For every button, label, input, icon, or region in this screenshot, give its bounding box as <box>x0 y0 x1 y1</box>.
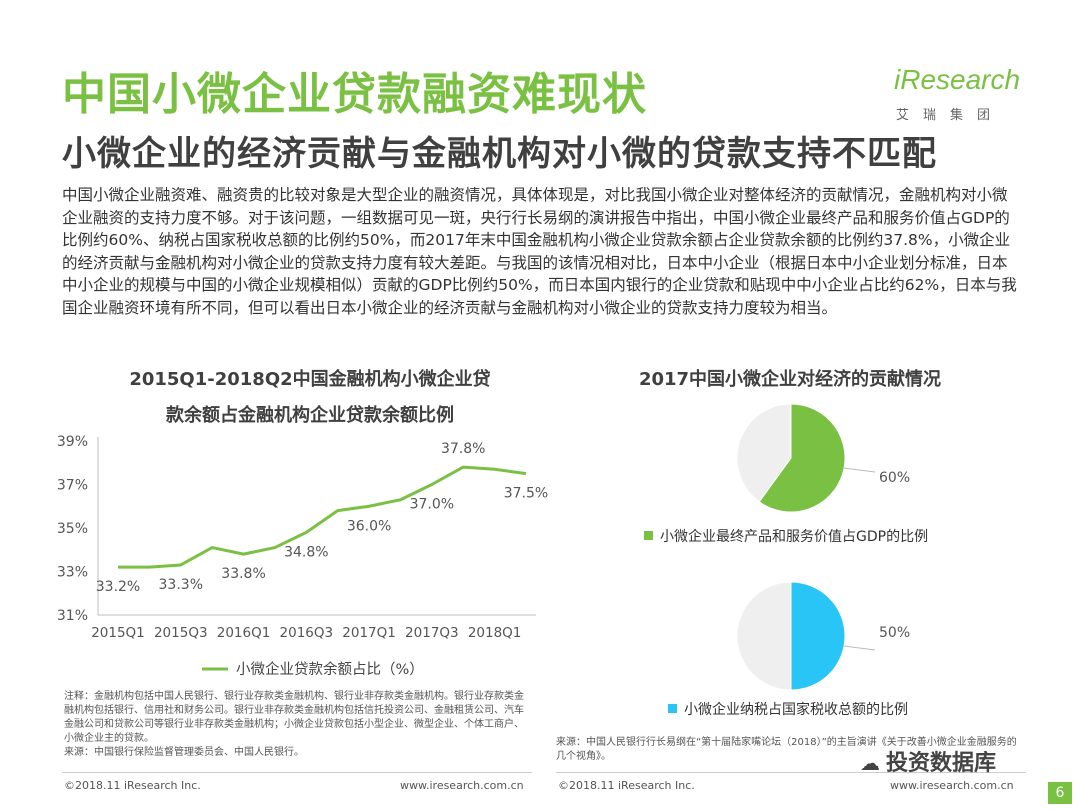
legend-swatch-green <box>644 531 653 540</box>
pie-gdp-legend-label: 小微企业最终产品和服务价值占GDP的比例 <box>660 529 929 545</box>
body-paragraph: 中国小微企业融资难、融资贵的比较对象是大型企业的融资情况，具体体现是，对比我国小… <box>62 186 1017 317</box>
pie-leader-line <box>843 645 876 651</box>
x-tick-label: 2015Q1 <box>91 625 145 641</box>
line-chart-title-line1: 2015Q1-2018Q2中国金融机构小微企业贷 <box>129 369 491 390</box>
line-chart: 39% 37% 35% 33% 31%2015Q1 2015Q3 2016Q1 2016Q3 2… <box>57 434 548 678</box>
legend-label: 小微企业贷款余额占比（%） <box>236 660 424 678</box>
data-label: 37.5% <box>504 486 548 502</box>
y-tick-label: 39% <box>57 434 88 450</box>
pie-tax-legend-label: 小微企业纳税占国家税收总额的比例 <box>684 702 908 718</box>
y-tick-label: 37% <box>57 478 88 494</box>
pie-slice <box>790 581 846 691</box>
footer-divider-left <box>62 772 532 773</box>
pie-slice <box>758 403 846 513</box>
pie-gdp-value-label: 60% <box>879 470 911 486</box>
watermark-text: 投资数据库 <box>886 751 997 776</box>
data-label: 34.8% <box>284 544 328 560</box>
page-title: 中国小微企业贷款融资难现状 <box>62 69 647 120</box>
footer-copyright-left: ©2018.11 iResearch Inc. <box>64 779 201 792</box>
x-tick-label: 2017Q3 <box>405 625 459 641</box>
x-tick-label: 2018Q1 <box>468 625 522 641</box>
left-source-text: 来源：中国银行保险监督管理委员会、中国人民银行。 <box>64 747 304 758</box>
footer-site-left: www.iresearch.com.cn <box>400 779 524 792</box>
data-label: 33.3% <box>159 577 203 593</box>
page-number: 6 <box>1048 782 1072 804</box>
pie-chart-title: 2017中国小微企业对经济的贡献情况 <box>638 369 942 390</box>
y-tick-label: 33% <box>57 565 88 581</box>
iresearch-logo: iResearch 艾瑞集团 <box>890 54 1040 126</box>
y-tick-label: 35% <box>57 521 88 537</box>
x-tick-label: 2016Q1 <box>217 625 271 641</box>
x-tick-label: 2016Q3 <box>280 625 334 641</box>
page-subtitle: 小微企业的经济贡献与金融机构对小微的贷款支持不匹配 <box>62 134 937 174</box>
pie-chart-tax <box>736 581 876 691</box>
data-label: 36.0% <box>347 518 391 534</box>
series-line <box>118 465 527 569</box>
legend-swatch-cyan <box>668 704 677 713</box>
data-label: 37.8% <box>441 441 485 457</box>
left-notes: 注释：金融机构包括中国人民银行、银行业存款类金融机构、银行业非存款类金融机构。银… <box>64 690 524 760</box>
footer-divider-right <box>556 772 1026 773</box>
y-tick-label: 31% <box>57 608 88 624</box>
pie-chart-gdp <box>736 403 876 513</box>
pie-tax-legend: 小微企业纳税占国家税收总额的比例 <box>668 699 908 719</box>
data-label: 33.8% <box>221 566 265 582</box>
footer-copyright-right: ©2018.11 iResearch Inc. <box>558 779 695 792</box>
pie-leader-line <box>843 467 876 473</box>
pie-tax-value-label: 50% <box>879 625 911 641</box>
line-chart-title: 2015Q1-2018Q2中国金融机构小微企业贷 款余额占金融机构企业贷款余额比… <box>90 362 530 434</box>
pie-slice <box>736 403 792 503</box>
pie-gdp-legend: 小微企业最终产品和服务价值占GDP的比例 <box>644 526 928 546</box>
watermark: ☁ 投资数据库 <box>860 745 996 777</box>
right-source: 来源：中国人民银行行长易纲在“第十届陆家嘴论坛（2018）”的主旨演讲《关于改善… <box>556 737 1017 762</box>
logo-text: iResearch <box>894 64 1021 95</box>
pie-slice <box>736 581 792 691</box>
footer-site-right: www.iresearch.com.cn <box>890 779 1014 792</box>
line-chart-title-line2: 款余额占金融机构企业贷款余额比例 <box>166 405 454 426</box>
left-note-text: 注释：金融机构包括中国人民银行、银行业存款类金融机构、银行业非存款类金融机构。银… <box>64 691 524 744</box>
data-label: 37.0% <box>410 497 454 513</box>
wechat-icon: ☁ <box>860 751 880 775</box>
x-tick-label: 2015Q3 <box>154 625 208 641</box>
data-label: 33.2% <box>96 579 140 595</box>
x-tick-label: 2017Q1 <box>342 625 396 641</box>
logo-chinese-text: 艾瑞集团 <box>896 108 1005 123</box>
